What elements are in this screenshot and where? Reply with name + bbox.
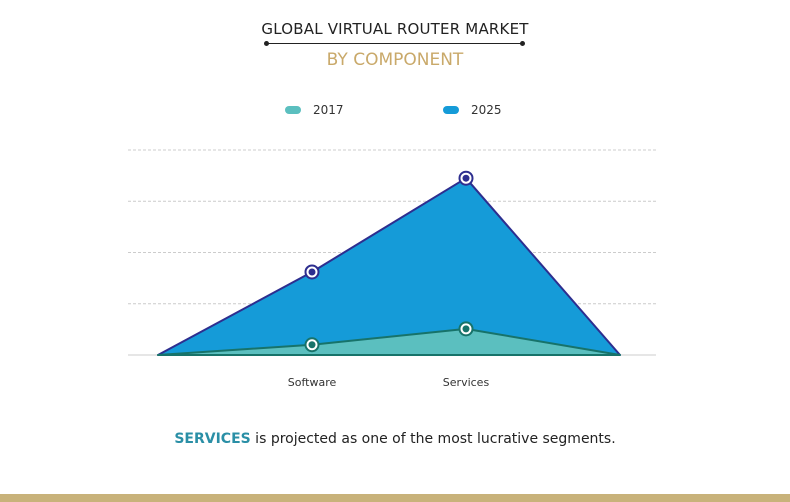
data-point-core xyxy=(308,268,316,276)
caption: SERVICES is projected as one of the most… xyxy=(0,431,790,447)
legend-swatch-2017 xyxy=(285,106,301,114)
x-tick-label: Services xyxy=(443,376,490,389)
caption-highlight: SERVICES xyxy=(174,431,251,447)
legend-swatch-2025 xyxy=(443,106,459,114)
legend-label: 2017 xyxy=(313,103,344,117)
x-tick-label: Software xyxy=(288,376,337,389)
chart-title: GLOBAL VIRTUAL ROUTER MARKET xyxy=(261,20,529,38)
title-divider xyxy=(264,41,525,46)
footer-bar xyxy=(0,494,790,502)
data-point-core xyxy=(462,174,470,182)
legend-label: 2025 xyxy=(471,103,502,117)
chart-subtitle: BY COMPONENT xyxy=(326,50,464,70)
legend-item-2017: 2017 xyxy=(285,103,344,117)
area-2025 xyxy=(157,177,621,356)
caption-text: is projected as one of the most lucrativ… xyxy=(250,431,616,447)
legend-item-2025: 2025 xyxy=(443,103,502,117)
data-point-core xyxy=(308,341,316,349)
plot-area: Software Services xyxy=(128,149,656,389)
data-point-core xyxy=(462,325,470,333)
